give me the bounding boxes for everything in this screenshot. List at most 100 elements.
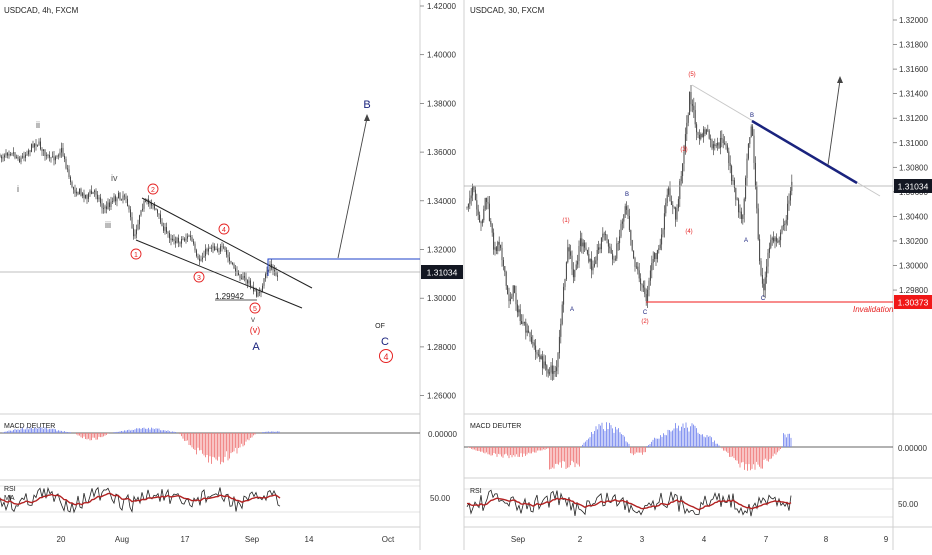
left-candle-body bbox=[112, 201, 113, 203]
left-candle-body bbox=[67, 168, 68, 170]
right-candle-body bbox=[725, 143, 727, 146]
wave-v-paren: (v) bbox=[250, 325, 261, 335]
svg-text:1.31034: 1.31034 bbox=[898, 182, 929, 192]
right-candle-body bbox=[787, 203, 789, 220]
right-candle-body bbox=[483, 209, 485, 221]
right-candle-body bbox=[775, 237, 777, 242]
left-candle-body bbox=[4, 155, 5, 158]
right-candle-body bbox=[495, 247, 497, 251]
right-candle-body bbox=[491, 224, 493, 233]
left-candle-body bbox=[68, 169, 70, 177]
left-wedge-lower bbox=[135, 239, 303, 309]
wave-b1: B bbox=[625, 192, 629, 198]
right-price-tick: 1.30200 bbox=[899, 237, 928, 246]
right-date-tick: 8 bbox=[824, 535, 829, 544]
right-candle-body bbox=[579, 238, 581, 247]
left-candle-body bbox=[49, 155, 50, 158]
left-price-tick: 1.34000 bbox=[427, 197, 456, 206]
right-candle-body bbox=[546, 365, 548, 370]
left-candle-body bbox=[40, 141, 41, 150]
right-candle-body bbox=[508, 294, 510, 302]
right-candle-body bbox=[701, 133, 703, 138]
right-candle-body bbox=[620, 223, 622, 237]
right-candle-body bbox=[729, 163, 731, 166]
right-chart-frame bbox=[463, 0, 932, 550]
left-candle-body bbox=[23, 156, 25, 158]
right-candle-body bbox=[756, 186, 758, 209]
right-candle-body bbox=[648, 280, 650, 290]
left-rsi-line bbox=[0, 486, 281, 514]
left-candle-body bbox=[97, 194, 98, 200]
right-candle-body bbox=[525, 321, 527, 333]
right-candle-body bbox=[742, 214, 744, 219]
right-candle-body bbox=[780, 232, 782, 241]
right-candle-body bbox=[526, 330, 528, 333]
right-price-tick: 1.30800 bbox=[899, 163, 928, 172]
left-candle-body bbox=[259, 292, 260, 294]
wave-circle-5: 5 bbox=[249, 302, 261, 314]
left-candle-body bbox=[241, 278, 242, 280]
right-price-tick: 1.31800 bbox=[899, 41, 928, 50]
right-candle-body bbox=[484, 197, 486, 210]
left-candle-body bbox=[178, 237, 179, 243]
right-candle-body bbox=[529, 332, 531, 337]
right-candle-body bbox=[598, 247, 600, 251]
low-price-label: 1.29942 bbox=[215, 292, 244, 301]
right-candle-body bbox=[523, 321, 525, 323]
svg-text:5: 5 bbox=[253, 306, 257, 313]
right-candle-body bbox=[617, 243, 619, 244]
left-candle-body bbox=[91, 190, 92, 194]
right-candle-body bbox=[544, 361, 546, 366]
right-candle-body bbox=[473, 186, 475, 190]
right-candle-body bbox=[649, 270, 651, 281]
left-candle-body bbox=[134, 234, 136, 237]
right-candle-body bbox=[504, 266, 506, 272]
left-candle-body bbox=[193, 241, 194, 244]
right-candle-body bbox=[661, 234, 663, 245]
right-candle-body bbox=[514, 285, 516, 293]
right-candle-body bbox=[574, 270, 576, 278]
left-candle-body bbox=[206, 248, 208, 252]
right-candle-body bbox=[635, 266, 637, 268]
right-candle-body bbox=[607, 240, 609, 247]
left-candle-body bbox=[43, 149, 44, 152]
right-macd-label: MACD DEUTER bbox=[470, 423, 521, 430]
left-projection-line bbox=[337, 117, 368, 259]
right-macd-panel: MACD DEUTER 0.00000 bbox=[464, 422, 927, 471]
right-candle-body bbox=[732, 180, 734, 182]
right-candle-body bbox=[619, 236, 621, 244]
left-candle-body bbox=[218, 250, 220, 252]
right-candle-body bbox=[599, 247, 601, 250]
wave-circle-4: 4 bbox=[218, 223, 230, 235]
right-price-tick: 1.29800 bbox=[899, 286, 928, 295]
right-candle-body bbox=[658, 248, 660, 251]
right-candle-body bbox=[763, 283, 765, 291]
right-last-price-badge: 1.31034 bbox=[894, 179, 932, 193]
right-candle-body bbox=[624, 206, 626, 215]
right-candle-body bbox=[731, 165, 733, 181]
right-price-tick: 1.31000 bbox=[899, 139, 928, 148]
left-candle-body bbox=[113, 196, 115, 202]
right-candle-body bbox=[518, 309, 520, 313]
right-candle-body bbox=[747, 143, 749, 159]
left-candle-body bbox=[98, 197, 100, 200]
right-price-tick: 1.30000 bbox=[899, 262, 928, 271]
right-candle-body bbox=[591, 258, 593, 271]
left-date-tick: 17 bbox=[181, 535, 190, 544]
left-candle-body bbox=[2, 157, 4, 159]
left-candle-body bbox=[100, 197, 101, 204]
left-candle-body bbox=[187, 236, 188, 239]
right-candle-body bbox=[521, 320, 523, 325]
left-candle-body bbox=[182, 238, 184, 240]
left-candle-body bbox=[127, 198, 128, 206]
right-candle-body bbox=[509, 298, 511, 302]
left-candle-body bbox=[260, 292, 262, 294]
right-candle-body bbox=[556, 367, 558, 372]
right-candle-body bbox=[553, 371, 555, 374]
right-downtrend-line bbox=[751, 119, 858, 185]
right-price-tick: 1.31200 bbox=[899, 114, 928, 123]
right-candle-body bbox=[595, 260, 597, 264]
right-candle-body bbox=[651, 262, 653, 271]
left-price-tick: 1.28000 bbox=[427, 343, 456, 352]
right-candle-body bbox=[490, 220, 492, 225]
